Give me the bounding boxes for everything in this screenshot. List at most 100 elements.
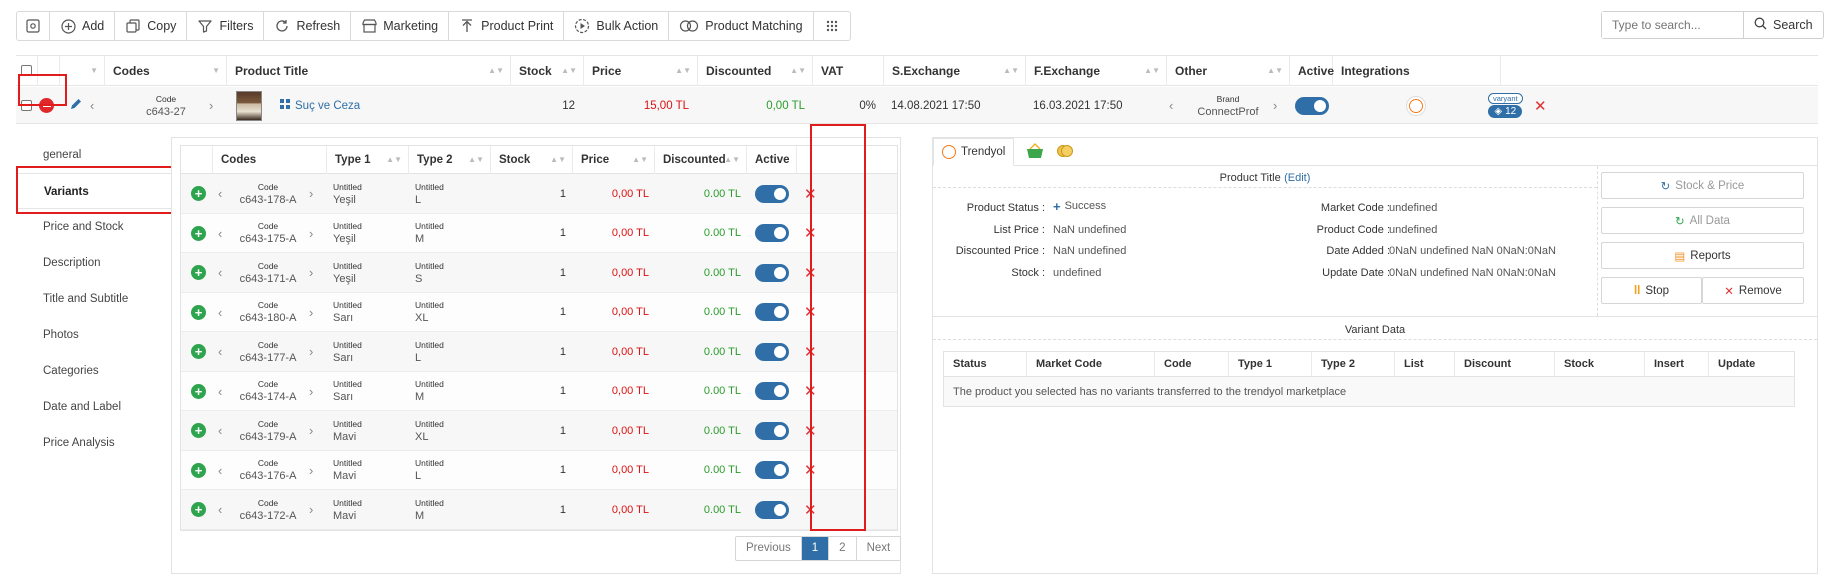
product-title-link[interactable]: Suç ve Ceza [280, 87, 360, 124]
variant-active-toggle[interactable] [755, 411, 789, 450]
vh-discounted[interactable]: Discounted ▲▼ [655, 146, 747, 174]
code-prev-button[interactable]: ‹ [218, 490, 222, 529]
pager-page-2[interactable]: 2 [829, 537, 857, 560]
filters-button[interactable]: Filters [187, 12, 265, 40]
vh-type2[interactable]: Type 2 ▲▼ [409, 146, 491, 174]
code-next-button[interactable]: › [209, 87, 213, 124]
header-discounted[interactable]: Discounted ▲▼ [698, 56, 813, 86]
header-vat[interactable]: VAT [813, 56, 884, 86]
brand-next-button[interactable]: › [1273, 87, 1277, 124]
nav-general[interactable]: general [43, 149, 82, 161]
variant-active-toggle[interactable] [755, 372, 789, 411]
code-prev-button[interactable]: ‹ [218, 411, 222, 450]
trendyol-integration-button[interactable] [1406, 87, 1426, 124]
code-next-button[interactable]: › [309, 451, 313, 490]
stop-button[interactable]: ll Stop [1601, 277, 1702, 304]
variant-badge[interactable]: varyant ◈ 12 [1488, 87, 1523, 124]
nav-photos[interactable]: Photos [43, 329, 79, 341]
code-prev-button[interactable]: ‹ [218, 372, 222, 411]
vd-insert[interactable]: Insert [1645, 352, 1709, 376]
add-button[interactable]: Add [50, 12, 116, 40]
code-prev-button[interactable]: ‹ [218, 174, 222, 213]
add-variant-button[interactable]: + [191, 490, 206, 529]
add-variant-button[interactable]: + [191, 253, 206, 292]
product-thumbnail[interactable] [236, 87, 262, 124]
variant-row[interactable]: + ‹ Code c643-171-A › Untitled Yeşil Untitled S 1… [181, 253, 897, 293]
variant-row[interactable]: + ‹ Code c643-172-A › Untitled Mavi Untitled M 1 0… [181, 490, 897, 530]
code-prev-button[interactable]: ‹ [90, 87, 94, 124]
copy-button[interactable]: Copy [115, 12, 188, 40]
code-prev-button[interactable]: ‹ [218, 293, 222, 332]
variant-active-toggle[interactable] [755, 174, 789, 213]
code-prev-button[interactable]: ‹ [218, 451, 222, 490]
variant-row[interactable]: + ‹ Code c643-179-A › Untitled Mavi Untitled XL 1… [181, 411, 897, 451]
vd-stock[interactable]: Stock [1555, 352, 1645, 376]
code-next-button[interactable]: › [309, 332, 313, 371]
pager-next[interactable]: Next [866, 542, 891, 554]
nav-date-and-label[interactable]: Date and Label [43, 401, 122, 413]
code-next-button[interactable]: › [309, 372, 313, 411]
add-variant-button[interactable]: + [191, 332, 206, 371]
vd-type1[interactable]: Type 1 [1229, 352, 1312, 376]
nav-description[interactable]: Description [43, 257, 101, 269]
add-variant-button[interactable]: + [191, 451, 206, 490]
vh-codes[interactable]: Codes [213, 146, 327, 174]
vd-update[interactable]: Update [1718, 358, 1756, 370]
nav-title-and-subtitle[interactable]: Title and Subtitle [43, 293, 129, 305]
header-f-exchange[interactable]: F.Exchange ▲▼ [1026, 56, 1167, 86]
vd-list[interactable]: List [1395, 352, 1455, 376]
product-matching-button[interactable]: Product Matching [669, 12, 814, 40]
remove-button[interactable]: ✕ Remove [1702, 277, 1804, 304]
tab-basket[interactable] [1018, 138, 1052, 166]
variant-active-toggle[interactable] [755, 490, 789, 529]
variant-active-toggle[interactable] [755, 214, 789, 253]
reports-button[interactable]: ▤ Reports [1601, 242, 1804, 269]
refresh-button[interactable]: Refresh [264, 12, 352, 40]
marketing-button[interactable]: Marketing [351, 12, 450, 40]
search-input[interactable] [1602, 12, 1744, 38]
header-other[interactable]: Other ▲▼ [1167, 56, 1290, 86]
variant-row[interactable]: + ‹ Code c643-178-A › Untitled Yeşil Untitled L 1… [181, 174, 897, 214]
nav-categories[interactable]: Categories [43, 365, 99, 377]
grid-menu-button[interactable] [814, 12, 850, 40]
vh-active[interactable]: Active [747, 146, 797, 174]
header-price[interactable]: Price ▲▼ [584, 56, 698, 86]
product-print-button[interactable]: Product Print [449, 12, 565, 40]
code-next-button[interactable]: › [309, 411, 313, 450]
nav-price-analysis[interactable]: Price Analysis [43, 437, 115, 449]
settings-button[interactable] [17, 12, 50, 40]
variant-active-toggle[interactable] [755, 451, 789, 490]
all-data-button[interactable]: ↻ All Data [1601, 207, 1804, 234]
search-button[interactable]: Search [1744, 12, 1823, 38]
bulk-action-button[interactable]: Bulk Action [564, 12, 670, 40]
row-delete-button[interactable]: ✕ [1534, 87, 1547, 124]
code-prev-button[interactable]: ‹ [218, 332, 222, 371]
add-variant-button[interactable]: + [191, 214, 206, 253]
add-variant-button[interactable]: + [191, 293, 206, 332]
header-s-exchange[interactable]: S.Exchange ▲▼ [884, 56, 1026, 86]
variant-active-toggle[interactable] [755, 253, 789, 292]
vd-market-code[interactable]: Market Code [1027, 352, 1155, 376]
product-row[interactable]: ‹ Code c643-27 › Suç ve Ceza 12 15,00 TL … [16, 87, 1818, 124]
variant-row[interactable]: + ‹ Code c643-175-A › Untitled Yeşil Untitled M 1… [181, 213, 897, 253]
stock-price-button[interactable]: ↻ Stock & Price [1601, 172, 1804, 199]
variant-row[interactable]: + ‹ Code c643-180-A › Untitled Sarı Untitled XL 1… [181, 292, 897, 332]
edit-button[interactable] [69, 87, 82, 124]
pager-page-1[interactable]: 1 [801, 537, 830, 560]
vd-type2[interactable]: Type 2 [1312, 352, 1395, 376]
code-next-button[interactable]: › [309, 214, 313, 253]
variant-row[interactable]: + ‹ Code c643-177-A › Untitled Sarı Untitled L 1 0… [181, 332, 897, 372]
brand-prev-button[interactable]: ‹ [1169, 87, 1173, 124]
code-next-button[interactable]: › [309, 490, 313, 529]
pager-previous[interactable]: Previous [736, 537, 802, 560]
code-prev-button[interactable]: ‹ [218, 253, 222, 292]
header-integrations[interactable]: Integrations [1333, 56, 1501, 86]
vd-discount[interactable]: Discount [1455, 352, 1555, 376]
variant-row[interactable]: + ‹ Code c643-174-A › Untitled Sarı Untitled M 1 0… [181, 371, 897, 411]
header-active[interactable]: Active [1290, 56, 1334, 86]
variant-active-toggle[interactable] [755, 293, 789, 332]
vd-status[interactable]: Status [944, 352, 1027, 376]
vh-price[interactable]: Price ▲▼ [573, 146, 655, 174]
add-variant-button[interactable]: + [191, 411, 206, 450]
edit-link[interactable]: (Edit) [1284, 172, 1311, 184]
